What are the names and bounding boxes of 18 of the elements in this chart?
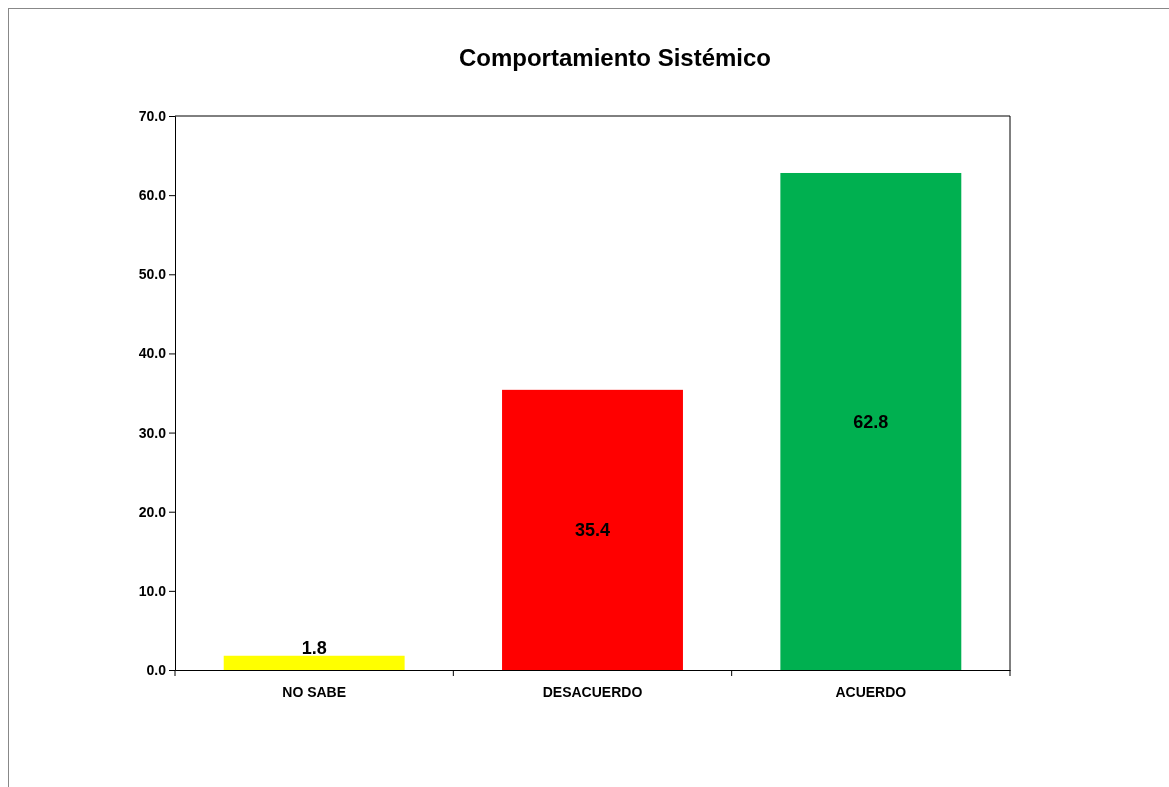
y-tick-label: 60.0 (138, 187, 167, 204)
data-label: 35.4 (574, 520, 611, 541)
chart-title: Comportamiento Sistémico (458, 44, 772, 71)
y-tick-label: 50.0 (138, 266, 167, 283)
y-tick-label: 0.0 (146, 661, 167, 678)
data-label: 62.8 (853, 411, 889, 432)
y-tick-label: 20.0 (138, 503, 167, 520)
y-tick-label: 10.0 (138, 582, 167, 599)
y-tick-label: 70.0 (138, 107, 167, 124)
x-tick-label: ACUERDO (835, 683, 907, 700)
bar (780, 172, 962, 670)
x-tick-label: NO SABE (282, 683, 347, 700)
data-label: 1.8 (301, 637, 327, 658)
bar (223, 655, 405, 670)
x-tick-label: DESACUERDO (542, 683, 643, 700)
y-tick-label: 30.0 (138, 424, 167, 441)
y-tick-label: 40.0 (138, 345, 167, 362)
bar (502, 389, 683, 670)
